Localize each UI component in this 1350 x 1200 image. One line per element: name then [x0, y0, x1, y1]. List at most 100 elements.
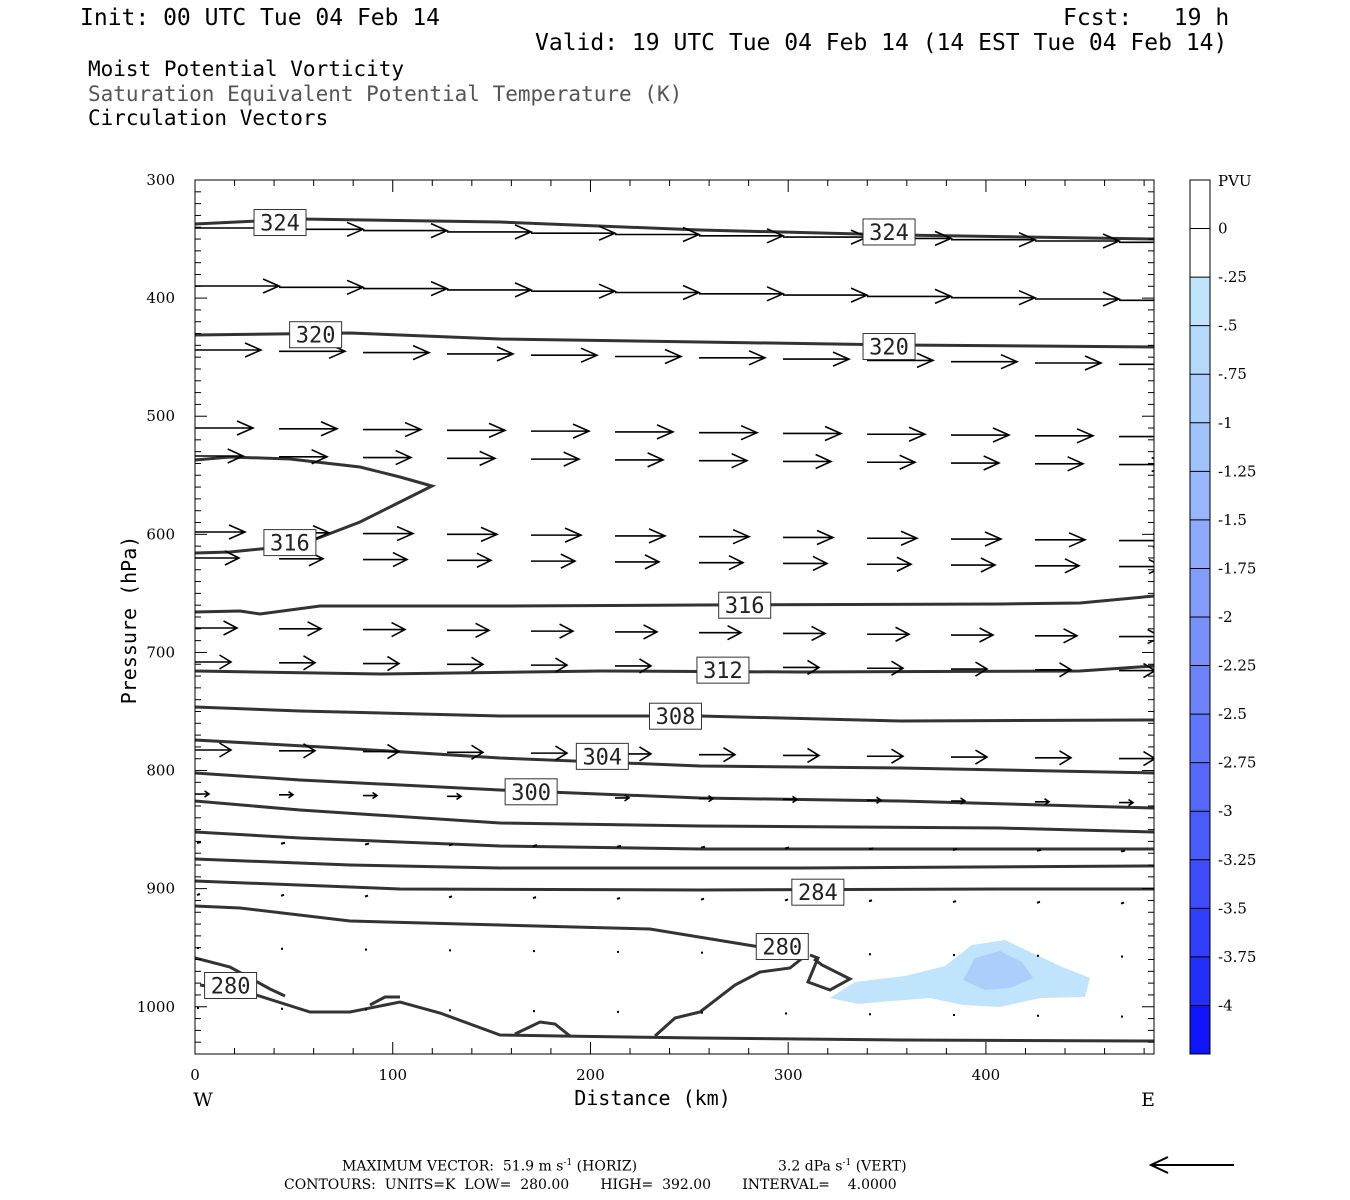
circulation-vector	[196, 841, 202, 844]
circulation-vector	[951, 427, 1011, 443]
colorbar-label: -3.75	[1218, 948, 1256, 966]
circulation-vector	[615, 452, 665, 468]
theta-es-contour-line	[195, 799, 1154, 834]
theta-es-contour-line	[195, 738, 1154, 775]
circulation-vector	[363, 222, 449, 239]
colorbar-segment	[1190, 471, 1210, 521]
circulation-vector	[279, 421, 339, 437]
circulation-vector	[1035, 456, 1085, 472]
circulation-vectors	[195, 220, 1154, 1018]
circulation-vector	[615, 226, 701, 243]
circulation-vector	[867, 556, 913, 572]
circulation-vector	[699, 424, 759, 441]
circulation-vector	[531, 283, 617, 299]
circulation-vector	[363, 621, 407, 638]
axes: 0 100 200 300 400 300 400 500 600 700 800 900 1000 Di…	[117, 171, 1155, 1111]
colorbar-segment	[1190, 956, 1210, 1006]
circulation-vector	[1035, 428, 1095, 444]
contour-label-box	[862, 218, 916, 246]
circulation-vector	[447, 450, 497, 467]
circulation-vector	[195, 448, 245, 464]
circulation-vector	[783, 555, 829, 572]
contour-label-box	[253, 209, 307, 237]
circulation-vector	[531, 527, 583, 543]
circulation-vector	[951, 661, 989, 677]
circulation-vector	[280, 841, 286, 845]
circulation-vector	[448, 843, 454, 847]
circulation-vector	[951, 353, 1019, 370]
init-time: Init: 00 UTC Tue 04 Feb 14	[80, 5, 441, 31]
circulation-vector	[363, 421, 423, 438]
circulation-vector	[1035, 662, 1073, 678]
vert-unit-exponent: -1	[842, 1158, 852, 1168]
max-vector-label: MAXIMUM VECTOR:	[342, 1158, 494, 1175]
circulation-vector	[447, 656, 485, 673]
circulation-vector	[364, 894, 369, 898]
colorbar-segment	[1190, 519, 1210, 569]
contour-label: 320	[869, 336, 909, 361]
circulation-vector	[447, 744, 485, 761]
circulation-vector	[700, 897, 705, 901]
circulation-vector	[363, 344, 431, 361]
circulation-vector	[447, 622, 491, 639]
colorbar-label: -1.75	[1218, 559, 1256, 577]
x-east-label: E	[1141, 1089, 1155, 1111]
theta-es-contour-line	[195, 771, 1154, 810]
contour-label-box	[263, 529, 317, 557]
circulation-vector	[1120, 901, 1125, 905]
circulation-vector	[1119, 363, 1154, 366]
colorbar-label: -2.25	[1218, 657, 1256, 675]
contour-info: CONTOURS: UNITS=K LOW= 280.00 HIGH= 392.…	[284, 1177, 897, 1193]
theta-es-contour-line	[195, 664, 1154, 676]
circulation-vector	[195, 342, 263, 358]
colorbar-segment	[1190, 762, 1210, 812]
contour-label: 312	[703, 659, 743, 684]
circulation-vector	[783, 425, 843, 442]
circulation-vector	[783, 747, 821, 764]
circulation-vector	[531, 451, 581, 467]
circulation-vector	[615, 528, 667, 544]
circulation-vector	[279, 655, 317, 671]
colorbar-label: -4	[1218, 996, 1233, 1014]
contour-label: 324	[869, 221, 909, 246]
valid-time: Valid: 19 UTC Tue 04 Feb 14 (14 EST Tue …	[535, 30, 1228, 56]
contour-label: 304	[582, 745, 622, 770]
circulation-vector	[447, 422, 507, 439]
contour-label: 300	[511, 781, 551, 806]
circulation-vector	[1119, 662, 1154, 679]
circulation-vector	[279, 743, 317, 759]
circulation-vector	[363, 655, 401, 672]
circulation-vector	[1119, 628, 1154, 645]
circulation-vector	[363, 525, 415, 542]
circulation-vector	[867, 626, 911, 642]
colorbar-label: -1.25	[1218, 462, 1256, 480]
max-vert-info: 3.2 dPa s-1 (VERT)	[778, 1159, 907, 1174]
contour-label: 308	[656, 705, 696, 730]
circulation-vector	[447, 792, 463, 801]
colorbar-segment	[1190, 617, 1210, 667]
contour-label-box	[204, 971, 258, 999]
circulation-vector	[867, 426, 927, 442]
circulation-vector	[1119, 558, 1154, 575]
circulation-vector	[699, 554, 745, 571]
theta-es-contour-line	[195, 857, 1154, 870]
circulation-vector	[867, 660, 905, 676]
colorbar-label: -3.5	[1218, 899, 1247, 917]
circulation-vector	[195, 654, 233, 670]
circulation-vector	[279, 279, 365, 296]
circulation-vector	[363, 449, 413, 466]
horiz-tag: (HORIZ)	[576, 1158, 638, 1175]
circulation-vector	[783, 351, 851, 367]
contour-label-box	[696, 656, 750, 684]
circulation-vector	[195, 420, 255, 436]
circulation-vector	[363, 743, 401, 760]
circulation-vector	[195, 550, 241, 566]
circulation-vector	[784, 846, 790, 850]
circulation-vector	[364, 842, 370, 846]
circulation-vector	[195, 742, 233, 758]
circulation-vector	[1035, 558, 1081, 574]
plot-frame	[194, 179, 1155, 1055]
theta-es-contour-line	[195, 904, 801, 956]
circulation-vector	[868, 847, 874, 851]
